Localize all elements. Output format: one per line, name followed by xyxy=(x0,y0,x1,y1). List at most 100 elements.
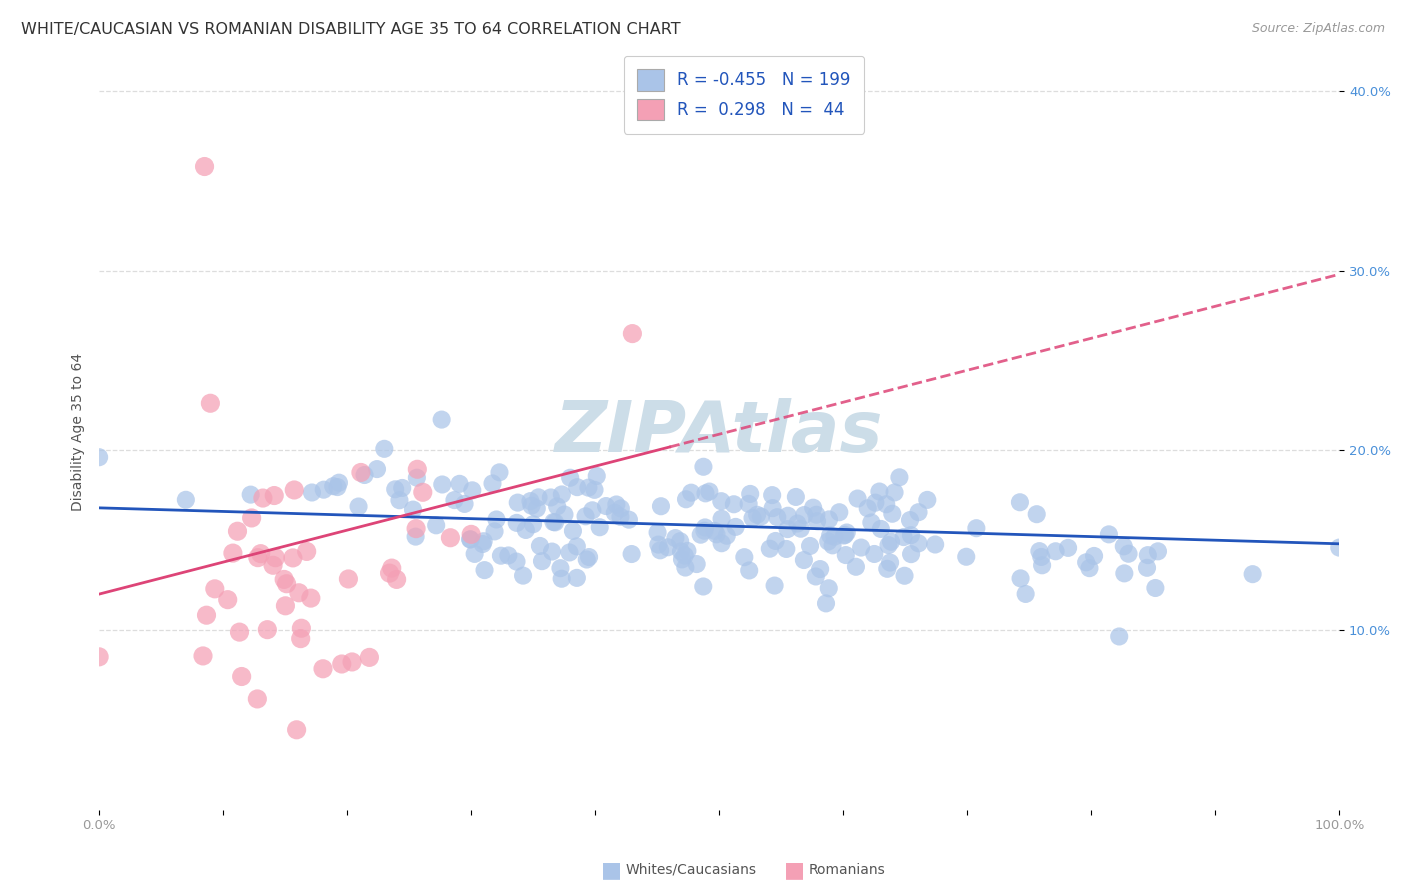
Point xyxy=(875,497,897,511)
Point xyxy=(430,412,453,426)
Point xyxy=(366,462,388,476)
Point xyxy=(1078,561,1101,575)
Point xyxy=(295,544,318,558)
Point xyxy=(1028,544,1050,558)
Point xyxy=(443,493,465,508)
Point xyxy=(526,501,548,516)
Point xyxy=(384,483,406,497)
Point xyxy=(814,596,837,610)
Point xyxy=(710,536,733,550)
Point xyxy=(620,547,643,561)
Point xyxy=(808,562,831,576)
Point xyxy=(276,576,298,591)
Point xyxy=(900,547,922,561)
Point xyxy=(818,528,841,542)
Point xyxy=(692,580,714,594)
Point xyxy=(893,568,915,582)
Point xyxy=(676,544,699,558)
Point xyxy=(256,623,278,637)
Point xyxy=(231,669,253,683)
Point xyxy=(765,533,787,548)
Point xyxy=(835,525,858,540)
Point xyxy=(544,516,567,530)
Point xyxy=(793,553,815,567)
Point xyxy=(860,516,883,530)
Point xyxy=(1136,561,1159,575)
Point xyxy=(669,534,692,549)
Point xyxy=(200,396,222,410)
Point xyxy=(425,518,447,533)
Point xyxy=(741,511,763,525)
Point xyxy=(610,501,633,516)
Point xyxy=(617,513,640,527)
Point xyxy=(561,524,583,538)
Point xyxy=(699,484,721,499)
Point xyxy=(550,561,572,575)
Point xyxy=(657,541,679,555)
Point xyxy=(281,550,304,565)
Point xyxy=(543,515,565,529)
Point xyxy=(540,491,562,505)
Point xyxy=(460,533,482,547)
Point xyxy=(664,531,686,545)
Point xyxy=(515,523,537,537)
Point xyxy=(647,525,669,540)
Point xyxy=(359,650,381,665)
Point xyxy=(506,516,529,530)
Point xyxy=(472,534,495,549)
Point xyxy=(865,496,887,510)
Point xyxy=(823,530,845,544)
Point xyxy=(1329,541,1351,555)
Point xyxy=(868,484,890,499)
Point xyxy=(710,512,733,526)
Point xyxy=(263,489,285,503)
Point xyxy=(565,540,588,554)
Point xyxy=(481,476,503,491)
Text: Romanians: Romanians xyxy=(808,863,886,877)
Point xyxy=(558,545,581,559)
Point xyxy=(488,466,510,480)
Point xyxy=(759,541,782,556)
Point xyxy=(195,608,218,623)
Point xyxy=(673,560,696,574)
Point xyxy=(228,625,250,640)
Point xyxy=(1008,495,1031,509)
Point xyxy=(738,564,761,578)
Point xyxy=(1010,571,1032,585)
Point xyxy=(693,524,716,538)
Point xyxy=(485,512,508,526)
Point xyxy=(883,485,905,500)
Point xyxy=(405,471,427,485)
Text: ZIPAtlas: ZIPAtlas xyxy=(555,398,883,467)
Point xyxy=(673,549,696,563)
Point xyxy=(512,568,534,582)
Point xyxy=(575,552,598,566)
Point xyxy=(775,541,797,556)
Point xyxy=(274,599,297,613)
Legend: R = -0.455   N = 199, R =  0.298   N =  44: R = -0.455 N = 199, R = 0.298 N = 44 xyxy=(624,56,865,134)
Point xyxy=(471,537,494,551)
Point xyxy=(506,495,529,509)
Point xyxy=(290,621,312,635)
Point xyxy=(763,578,786,592)
Point xyxy=(817,534,839,549)
Point xyxy=(703,524,725,538)
Point xyxy=(818,512,841,526)
Point xyxy=(821,538,844,552)
Point xyxy=(1083,549,1105,563)
Point xyxy=(595,499,617,513)
Point xyxy=(693,520,716,534)
Point xyxy=(347,500,370,514)
Point xyxy=(793,508,815,522)
Text: Source: ZipAtlas.com: Source: ZipAtlas.com xyxy=(1251,22,1385,36)
Point xyxy=(740,487,762,501)
Point xyxy=(723,497,745,511)
Point xyxy=(965,521,987,535)
Point xyxy=(340,655,363,669)
Point xyxy=(520,499,543,513)
Point xyxy=(882,507,904,521)
Point xyxy=(322,479,344,493)
Point xyxy=(689,527,711,541)
Point xyxy=(669,544,692,558)
Point xyxy=(589,520,612,534)
